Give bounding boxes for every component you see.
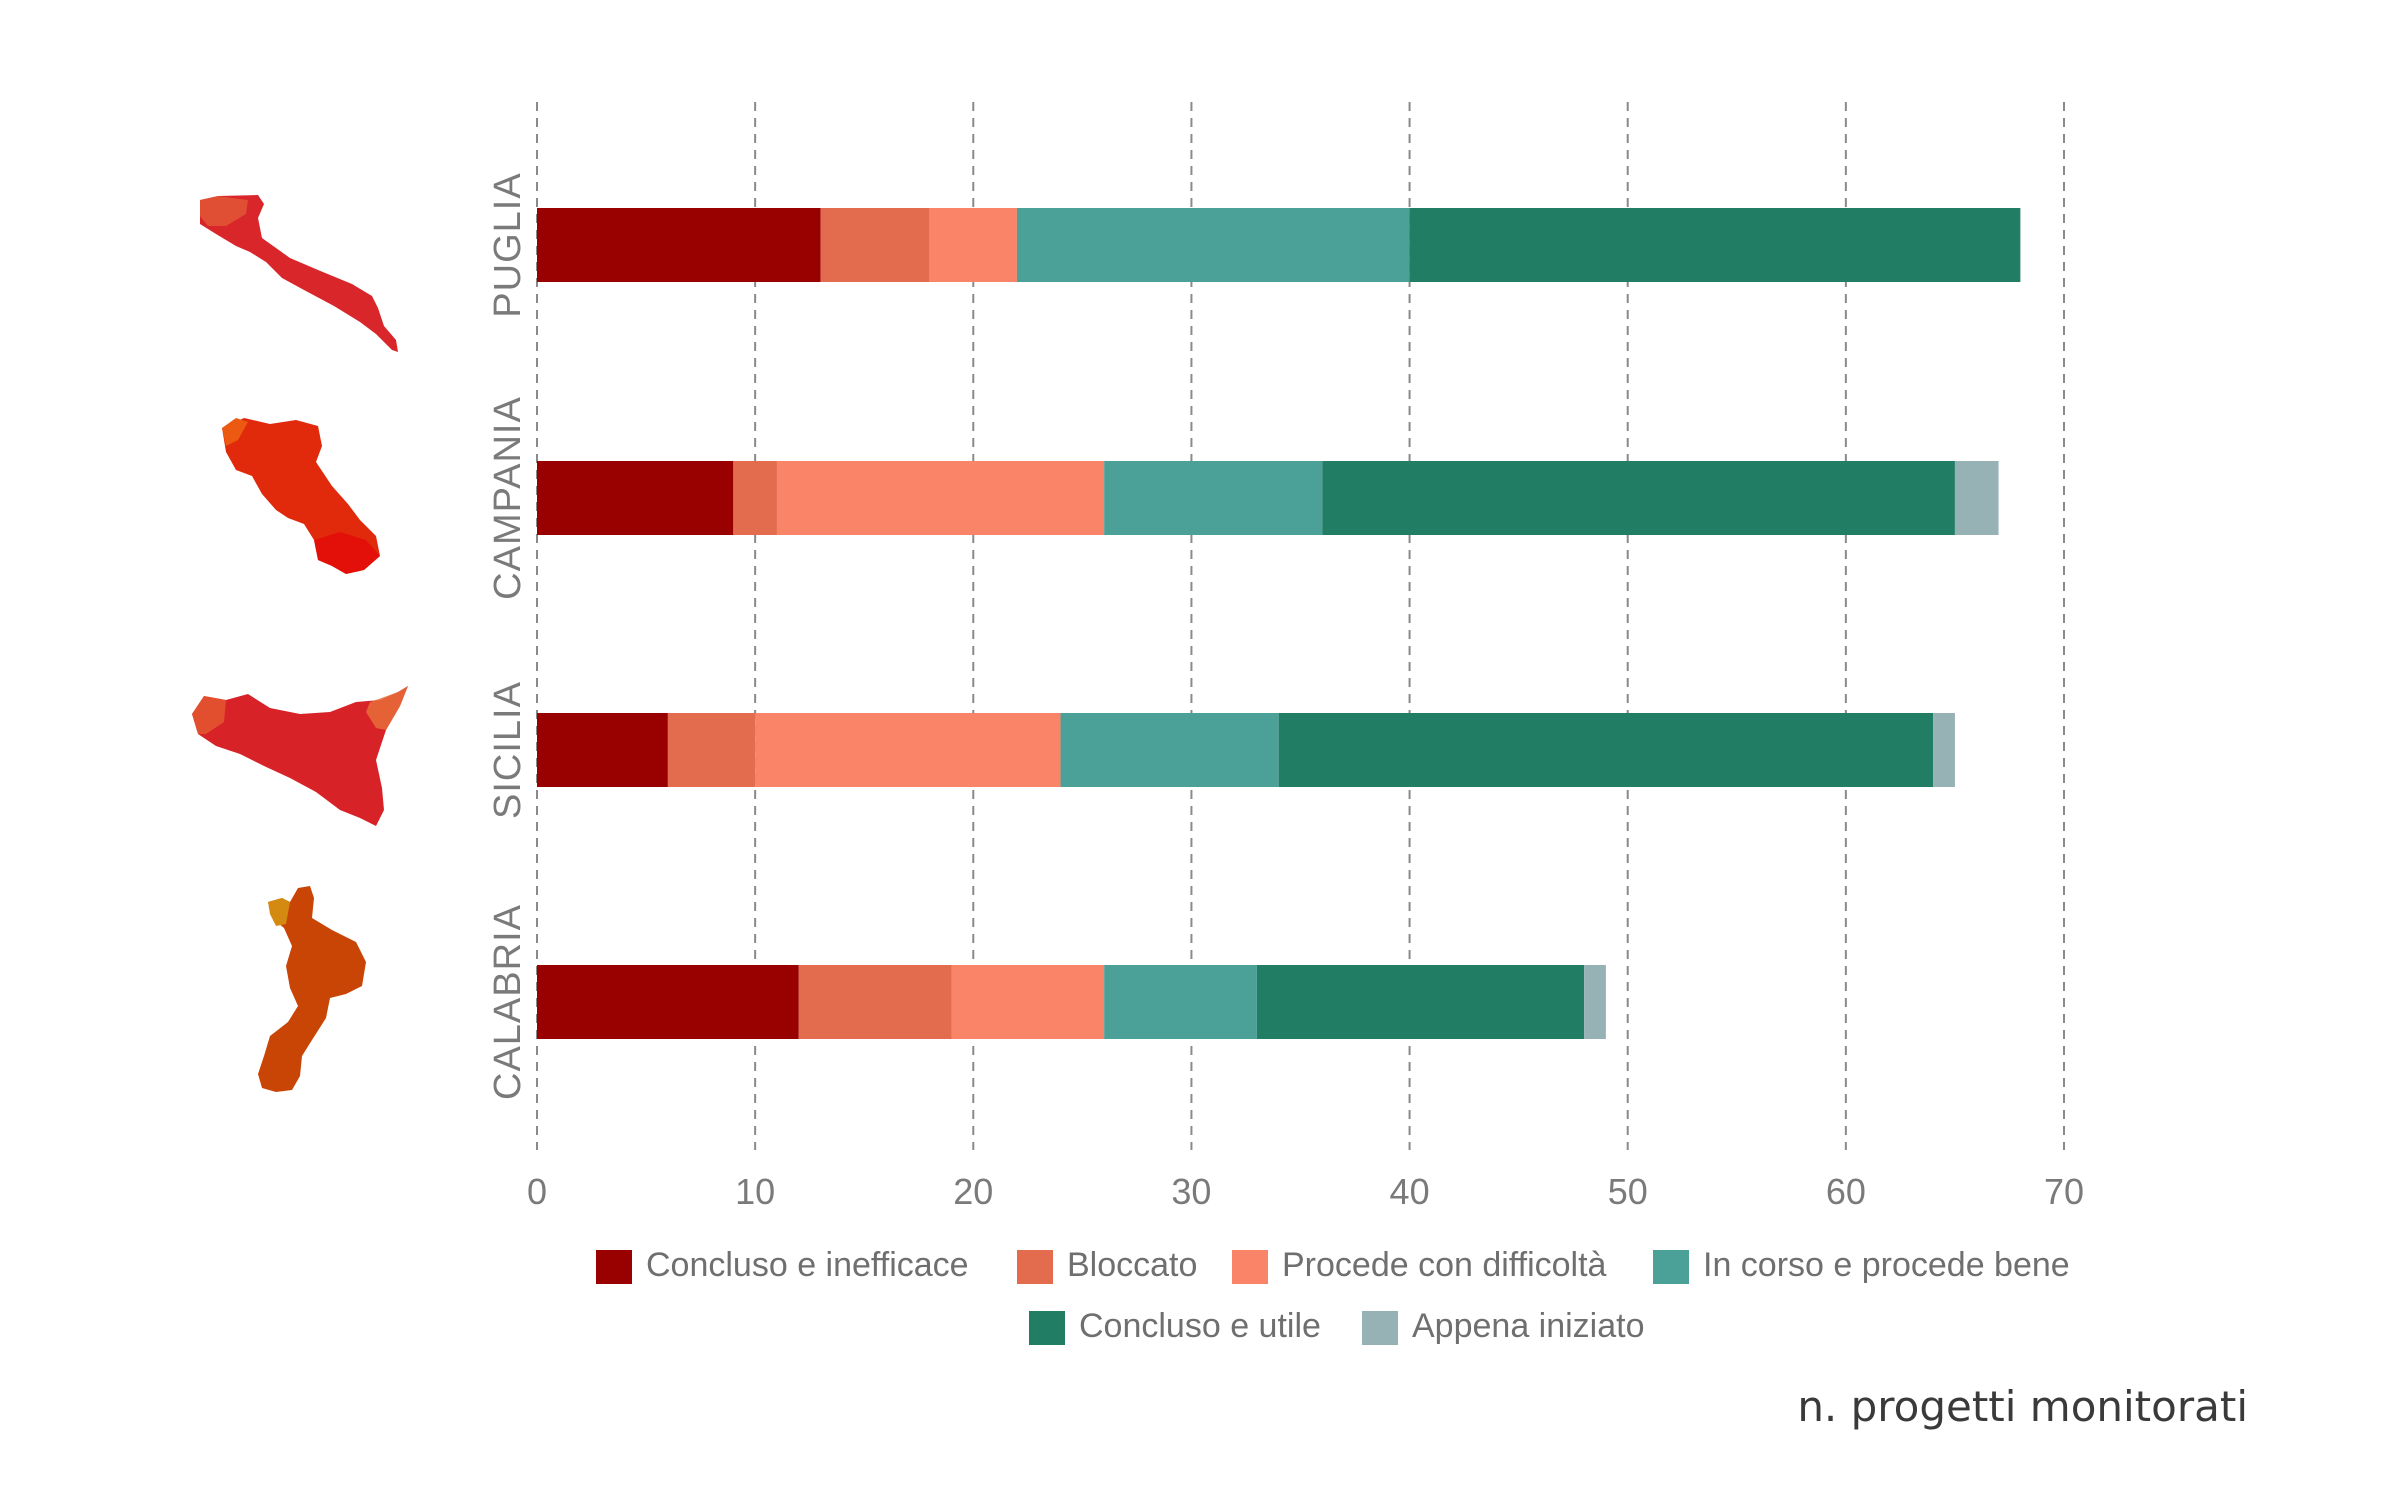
legend: Concluso e inefficace Bloccato Procede con… bbox=[596, 1246, 2070, 1345]
legend-label: Concluso e utile bbox=[1079, 1307, 1321, 1345]
x-tick-labels: 0 10 20 30 40 50 60 70 bbox=[527, 1171, 2084, 1212]
bar-sicilia-series-1 bbox=[667, 713, 756, 787]
legend-item-0: Concluso e inefficace bbox=[596, 1246, 969, 1284]
legend-swatch bbox=[1029, 1311, 1065, 1345]
legend-item-1: Bloccato bbox=[1017, 1246, 1197, 1284]
legend-swatch bbox=[1232, 1250, 1268, 1284]
legend-label: Bloccato bbox=[1067, 1246, 1197, 1284]
legend-swatch bbox=[1017, 1250, 1053, 1284]
bar-sicilia-series-3 bbox=[1060, 713, 1279, 787]
bar-calabria-series-1 bbox=[798, 965, 952, 1039]
bar-campania-series-3 bbox=[1104, 461, 1323, 535]
legend-item-2: Procede con difficoltà bbox=[1232, 1246, 1607, 1284]
legend-item-4: Concluso e utile bbox=[1029, 1307, 1321, 1345]
x-tick-label: 50 bbox=[1608, 1171, 1648, 1212]
bar-campania-series-5 bbox=[1954, 461, 1999, 535]
legend-label: Procede con difficoltà bbox=[1282, 1246, 1607, 1284]
legend-label: In corso e procede bene bbox=[1703, 1246, 2070, 1284]
legend-label: Concluso e inefficace bbox=[646, 1246, 969, 1284]
region-icons bbox=[192, 195, 408, 1092]
bar-calabria-series-4 bbox=[1256, 965, 1585, 1039]
legend-item-3: In corso e procede bene bbox=[1653, 1246, 2070, 1284]
bar-calabria-series-3 bbox=[1104, 965, 1257, 1039]
puglia-map-icon bbox=[200, 195, 398, 352]
bar-calabria-series-5 bbox=[1584, 965, 1606, 1039]
x-tick-label: 60 bbox=[1826, 1171, 1866, 1212]
bar-puglia-series-3 bbox=[1016, 208, 1410, 282]
x-tick-label: 40 bbox=[1390, 1171, 1430, 1212]
campania-map-icon bbox=[222, 418, 380, 574]
category-label-calabria: CALABRIA bbox=[487, 904, 529, 1100]
category-label-sicilia: SICILIA bbox=[487, 681, 529, 819]
bar-sicilia-series-0 bbox=[537, 713, 668, 787]
category-label-campania: CAMPANIA bbox=[487, 396, 529, 600]
bar-puglia-series-2 bbox=[929, 208, 1017, 282]
x-tick-label: 70 bbox=[2044, 1171, 2084, 1212]
bar-sicilia-series-5 bbox=[1933, 713, 1955, 787]
legend-swatch bbox=[1362, 1311, 1398, 1345]
calabria-map-icon bbox=[258, 886, 366, 1092]
bar-calabria-series-0 bbox=[537, 965, 799, 1039]
bar-campania-series-1 bbox=[733, 461, 777, 535]
bar-puglia-series-4 bbox=[1409, 208, 2021, 282]
bar-sicilia-series-4 bbox=[1278, 713, 1934, 787]
bars bbox=[537, 208, 2021, 1039]
x-axis-label: n. progetti monitorati bbox=[1797, 1382, 2248, 1431]
bar-campania-series-4 bbox=[1322, 461, 1955, 535]
bar-puglia-series-1 bbox=[820, 208, 930, 282]
x-tick-label: 30 bbox=[1171, 1171, 1211, 1212]
x-tick-label: 0 bbox=[527, 1171, 547, 1212]
sicilia-map-icon bbox=[192, 686, 408, 826]
bar-sicilia-series-2 bbox=[755, 713, 1061, 787]
category-labels: PUGLIA CAMPANIA SICILIA CALABRIA bbox=[487, 172, 529, 1100]
bar-campania-series-2 bbox=[776, 461, 1105, 535]
category-label-puglia: PUGLIA bbox=[487, 172, 529, 317]
legend-swatch bbox=[596, 1250, 632, 1284]
legend-label: Appena iniziato bbox=[1412, 1307, 1645, 1345]
bar-puglia-series-0 bbox=[537, 208, 821, 282]
x-tick-label: 10 bbox=[735, 1171, 775, 1212]
x-tick-label: 20 bbox=[953, 1171, 993, 1212]
legend-swatch bbox=[1653, 1250, 1689, 1284]
bar-calabria-series-2 bbox=[951, 965, 1105, 1039]
legend-item-5: Appena iniziato bbox=[1362, 1307, 1645, 1345]
bar-campania-series-0 bbox=[537, 461, 734, 535]
